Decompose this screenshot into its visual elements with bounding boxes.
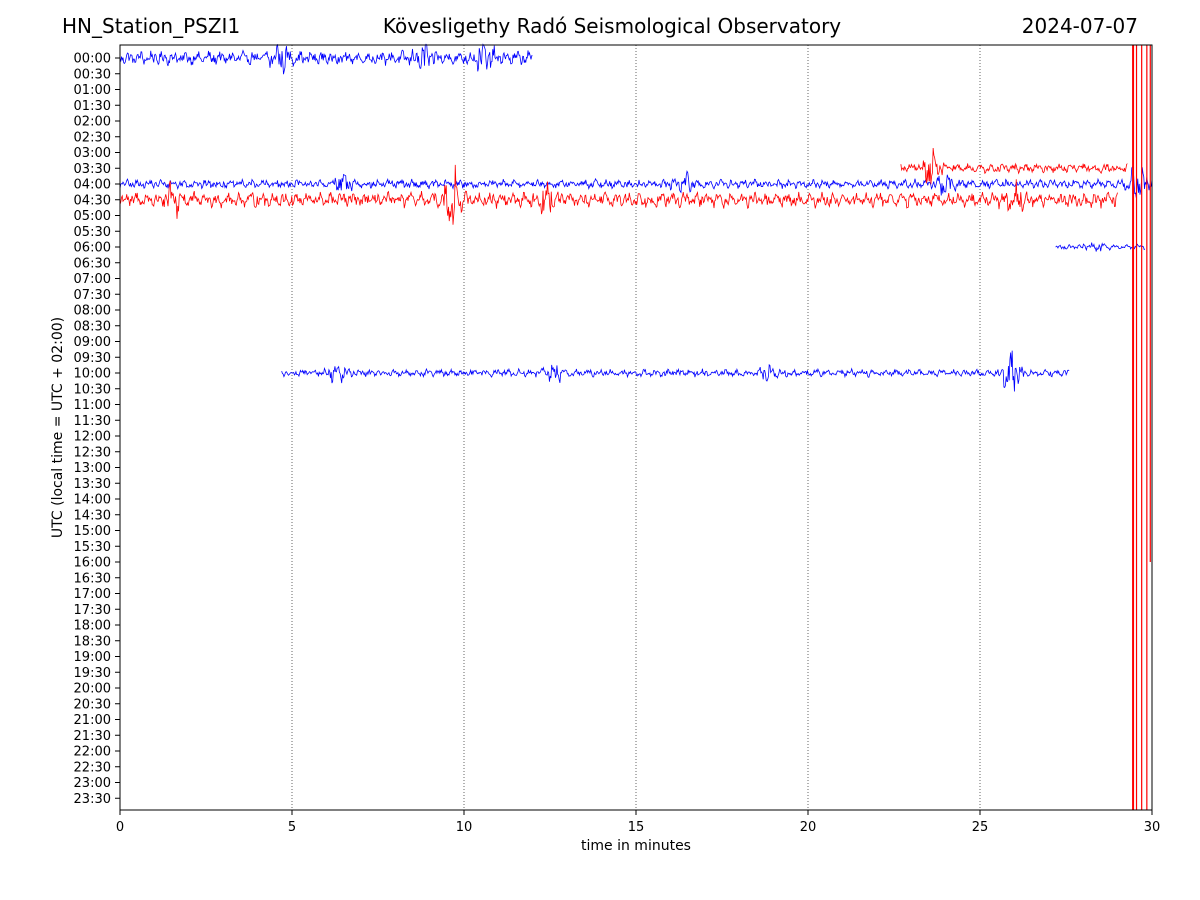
- y-tick-label: 02:00: [74, 115, 111, 130]
- y-tick-label: 03:30: [74, 162, 111, 177]
- y-tick-label: 20:00: [74, 682, 111, 697]
- y-tick-label: 15:30: [74, 540, 111, 555]
- y-tick-label: 14:00: [74, 493, 111, 508]
- y-tick-label: 18:00: [74, 619, 111, 634]
- x-tick-label: 5: [288, 820, 296, 835]
- y-tick-label: 04:00: [74, 178, 111, 193]
- y-tick-label: 01:30: [74, 99, 111, 114]
- y-tick-label: 13:30: [74, 477, 111, 492]
- trace-0600-blue: [1055, 242, 1146, 252]
- y-tick-label: 12:30: [74, 445, 111, 460]
- y-tick-label: 07:30: [74, 288, 111, 303]
- y-tick-label: 23:30: [74, 792, 111, 807]
- y-tick-label: 03:00: [74, 146, 111, 161]
- y-axis-label: UTC (local time = UTC + 02:00): [50, 317, 66, 538]
- trace-0000-blue: [119, 43, 533, 75]
- y-tick-label: 01:00: [74, 83, 111, 98]
- y-tick-label: 17:30: [74, 603, 111, 618]
- y-tick-label: 10:30: [74, 382, 111, 397]
- x-tick-label: 15: [628, 820, 645, 835]
- y-tick-label: 13:00: [74, 461, 111, 476]
- y-tick-label: 06:00: [74, 241, 111, 256]
- trace-layer: [119, 43, 1153, 810]
- y-tick-label: 10:00: [74, 367, 111, 382]
- y-tick-label: 19:00: [74, 650, 111, 665]
- x-tick-label: 0: [116, 820, 124, 835]
- trace-0430-red: [119, 164, 1118, 225]
- y-tick-label: 09:30: [74, 351, 111, 366]
- station-name: HN_Station_PSZI1: [62, 14, 241, 38]
- y-tick-label: 21:30: [74, 729, 111, 744]
- y-tick-label: 00:30: [74, 67, 111, 82]
- y-tick-label: 08:30: [74, 319, 111, 334]
- y-axis-ticks: 00:0000:3001:0001:3002:0002:3003:0003:30…: [74, 52, 120, 807]
- y-tick-label: 22:30: [74, 760, 111, 775]
- y-tick-label: 00:00: [74, 52, 111, 67]
- x-tick-label: 25: [972, 820, 989, 835]
- x-axis-label: time in minutes: [581, 838, 691, 854]
- y-tick-label: 11:00: [74, 398, 111, 413]
- y-tick-label: 21:00: [74, 713, 111, 728]
- grid-lines: [291, 45, 981, 810]
- trace-0400-blue: [119, 166, 1153, 198]
- y-tick-label: 05:00: [74, 209, 111, 224]
- y-tick-label: 07:00: [74, 272, 111, 287]
- y-tick-label: 18:30: [74, 634, 111, 649]
- y-tick-label: 04:30: [74, 193, 111, 208]
- trace-1000-blue: [281, 350, 1070, 392]
- y-tick-label: 12:00: [74, 430, 111, 445]
- y-tick-label: 17:00: [74, 587, 111, 602]
- y-tick-label: 11:30: [74, 414, 111, 429]
- x-axis-ticks: 0 5 10 15 20 25 30: [116, 810, 1160, 835]
- observatory-title: Kövesligethy Radó Seismological Observat…: [382, 14, 842, 38]
- y-tick-label: 16:30: [74, 571, 111, 586]
- x-tick-label: 20: [800, 820, 817, 835]
- y-tick-label: 08:00: [74, 304, 111, 319]
- y-tick-label: 22:00: [74, 745, 111, 760]
- y-tick-label: 15:00: [74, 524, 111, 539]
- x-tick-label: 10: [456, 820, 473, 835]
- y-tick-label: 20:30: [74, 697, 111, 712]
- y-tick-label: 19:30: [74, 666, 111, 681]
- y-tick-label: 09:00: [74, 335, 111, 350]
- y-tick-label: 14:30: [74, 508, 111, 523]
- y-tick-label: 06:30: [74, 256, 111, 271]
- y-tick-label: 05:30: [74, 225, 111, 240]
- y-tick-label: 16:00: [74, 556, 111, 571]
- plot-date: 2024-07-07: [1021, 14, 1138, 38]
- y-tick-label: 02:30: [74, 130, 111, 145]
- x-tick-label: 30: [1144, 820, 1161, 835]
- y-tick-label: 23:00: [74, 776, 111, 791]
- trace-0330-red: [900, 148, 1128, 185]
